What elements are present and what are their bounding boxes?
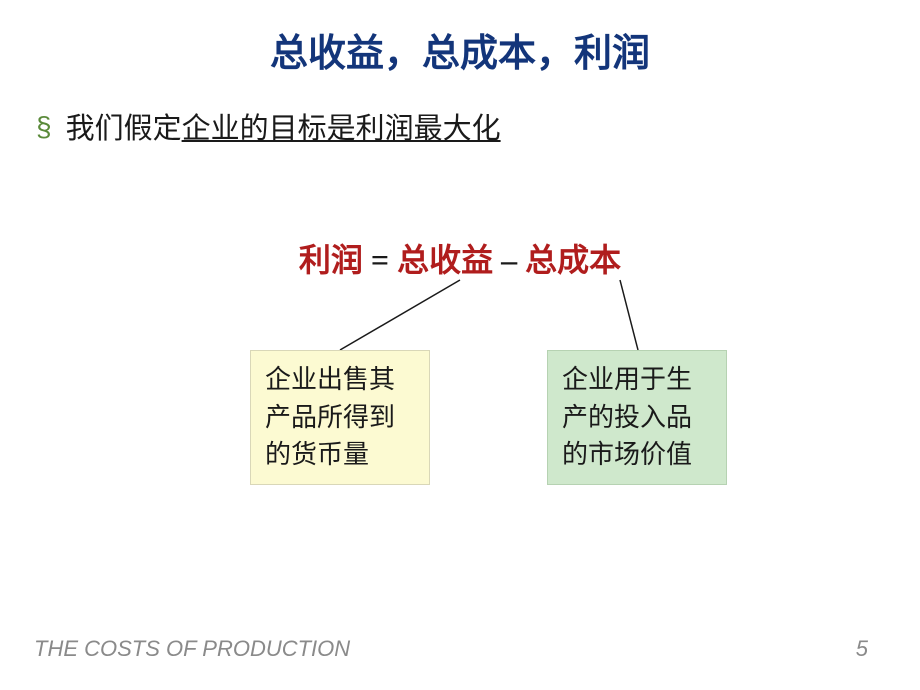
eq-cost: 总成本 <box>525 242 621 278</box>
slide: 总收益，总成本，利润 § 我们假定企业的目标是利润最大化 利润 = 总收益 – … <box>0 0 920 690</box>
eq-minus: – <box>501 242 525 278</box>
eq-revenue: 总收益 <box>397 242 493 278</box>
equation: 利润 = 总收益 – 总成本 <box>0 235 920 281</box>
connector-cost <box>620 280 638 350</box>
revenue-box-line1: 企业出售其 <box>265 361 415 399</box>
cost-box-line1: 企业用于生 <box>562 361 712 399</box>
page-number: 5 <box>856 636 868 662</box>
connector-revenue <box>340 280 460 350</box>
bullet-prefix: 我们假定 <box>66 113 182 145</box>
slide-title: 总收益，总成本，利润 <box>0 0 920 77</box>
connector-lines <box>0 0 920 690</box>
revenue-box-line2: 产品所得到 <box>265 399 415 437</box>
revenue-box-line3: 的货币量 <box>265 436 415 474</box>
bullet-underlined: 企业的目标是利润最大化 <box>182 113 501 145</box>
cost-definition-box: 企业用于生 产的投入品 的市场价值 <box>547 350 727 485</box>
eq-profit: 利润 <box>299 242 363 278</box>
bullet-marker-icon: § <box>36 111 52 143</box>
revenue-definition-box: 企业出售其 产品所得到 的货币量 <box>250 350 430 485</box>
bullet-text: 我们假定企业的目标是利润最大化 <box>66 105 501 147</box>
eq-equals: = <box>371 242 397 278</box>
cost-box-line3: 的市场价值 <box>562 436 712 474</box>
bullet-item: § 我们假定企业的目标是利润最大化 <box>0 105 920 147</box>
footer-title: THE COSTS OF PRODUCTION <box>34 636 350 662</box>
cost-box-line2: 产的投入品 <box>562 399 712 437</box>
